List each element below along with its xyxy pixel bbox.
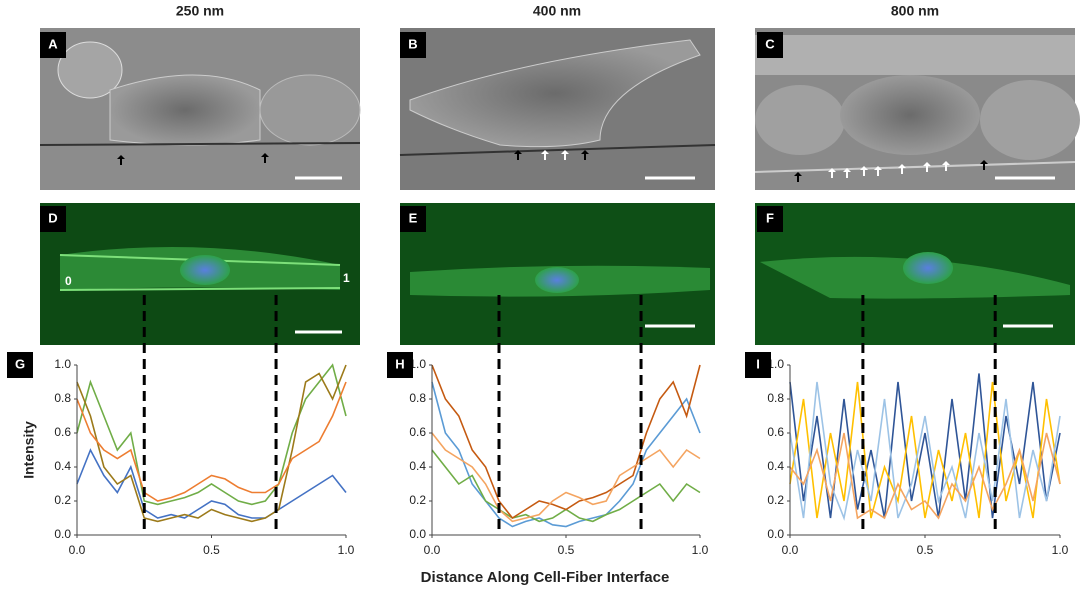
y-tick-label: 1.0	[54, 357, 71, 371]
x-tick-label: 0.5	[203, 543, 220, 557]
y-tick-label: 0.4	[767, 459, 784, 473]
series-line	[789, 432, 1061, 520]
y-tick-label: 1.0	[767, 357, 784, 371]
panel-label: I	[756, 356, 760, 371]
x-axis-label: Distance Along Cell-Fiber Interface	[421, 569, 670, 586]
fluor-mark: 0	[65, 274, 72, 288]
fluor-mark: 1	[343, 271, 350, 285]
column-title: 400 nm	[533, 3, 581, 19]
fluorescence-image	[40, 203, 1075, 345]
x-tick-label: 0.0	[424, 543, 441, 557]
x-tick-label: 0.0	[782, 543, 799, 557]
panel-label-box	[7, 352, 33, 378]
x-tick-label: 0.0	[69, 543, 86, 557]
series-line	[431, 381, 701, 528]
panel-label: A	[48, 36, 58, 51]
series-line	[76, 363, 347, 506]
series-line	[789, 381, 1061, 521]
y-tick-label: 0.8	[54, 391, 71, 405]
y-tick-label: 0.8	[767, 391, 784, 405]
x-tick-label: 0.5	[917, 543, 934, 557]
y-tick-label: 0.0	[54, 527, 71, 541]
y-tick-label: 0.6	[54, 425, 71, 439]
micrograph	[39, 28, 1080, 190]
y-axis-label: Intensity	[21, 421, 37, 479]
series-line	[789, 373, 1061, 519]
y-tick-label: 1.0	[409, 357, 426, 371]
panel-label: B	[408, 36, 417, 51]
x-tick-label: 1.0	[1052, 543, 1069, 557]
panel-label: C	[765, 36, 775, 51]
panel-label-box	[387, 352, 413, 378]
x-tick-label: 0.5	[558, 543, 575, 557]
y-tick-label: 0.4	[54, 459, 71, 473]
y-tick-label: 0.2	[54, 493, 71, 507]
y-tick-label: 0.4	[409, 459, 426, 473]
series-line	[76, 381, 347, 502]
series-line	[789, 381, 1061, 519]
y-tick-label: 0.6	[767, 425, 784, 439]
column-title: 800 nm	[891, 3, 939, 19]
y-tick-label: 0.2	[409, 493, 426, 507]
y-tick-label: 0.2	[767, 493, 784, 507]
series-line	[76, 364, 347, 523]
panel-label: D	[48, 210, 57, 225]
panel-label: F	[766, 210, 774, 225]
x-tick-label: 1.0	[692, 543, 709, 557]
panel-label: E	[409, 210, 418, 225]
x-tick-label: 1.0	[338, 543, 355, 557]
panel-label: G	[15, 356, 25, 371]
panel-label-box	[745, 352, 771, 378]
column-title: 250 nm	[176, 3, 224, 19]
series-line	[431, 364, 701, 520]
y-tick-label: 0.0	[767, 527, 784, 541]
panel-labels: A B C D E F	[40, 32, 783, 232]
series-line	[431, 432, 701, 523]
series-line	[76, 448, 347, 519]
panel-label: H	[395, 356, 404, 371]
series-line	[431, 449, 701, 523]
y-tick-label: 0.6	[409, 425, 426, 439]
y-tick-label: 0.0	[409, 527, 426, 541]
y-tick-label: 0.8	[409, 391, 426, 405]
